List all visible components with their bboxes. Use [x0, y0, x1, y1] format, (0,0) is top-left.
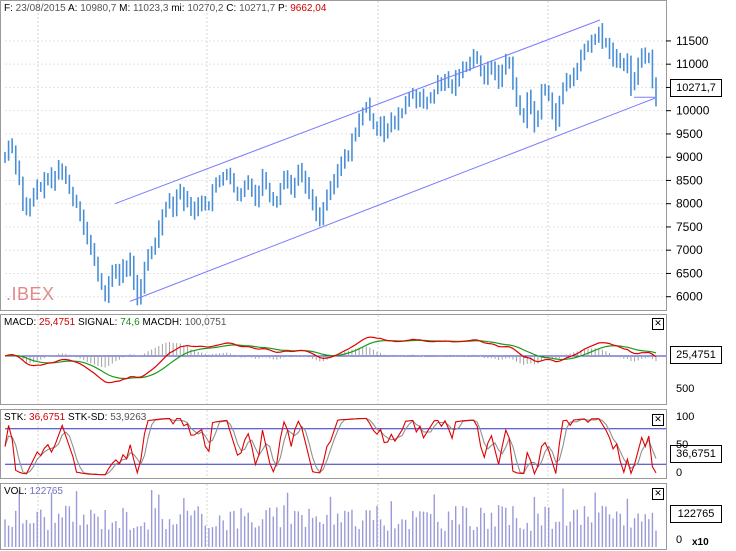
price-tick-label: 7500	[676, 220, 703, 234]
macd-tick-500: 500	[676, 383, 695, 395]
stk-line	[4, 417, 657, 476]
low-label: mi:	[171, 3, 185, 14]
stk-label: STK:	[4, 412, 27, 423]
macd-header: MACD: 25,4751 SIGNAL: 74,6 MACDH: 100,07…	[4, 317, 226, 328]
macd-value: 25,4751	[39, 317, 76, 328]
vol-close-button[interactable]: ✕	[652, 488, 664, 500]
vol-label: VOL:	[4, 486, 27, 497]
symbol-watermark: .IBEX	[6, 284, 55, 304]
stk-tick-100: 100	[676, 411, 695, 423]
vol-tick-0: 0	[676, 534, 683, 546]
price-tag: 10271,7	[670, 79, 722, 97]
high-label: M:	[119, 3, 131, 14]
stk-tick-50: 50	[676, 439, 689, 451]
open-value: 10980,7	[80, 3, 117, 14]
price-tick-label: 8500	[676, 173, 703, 187]
prev-label: P:	[278, 3, 288, 14]
price-tick-label: 11500	[676, 34, 709, 48]
vol-value: 122765	[29, 486, 63, 497]
price-tick-label: 9000	[676, 150, 703, 164]
price-axis-ticks: 6000650070007500800085009000950010000105…	[666, 34, 710, 304]
stk-header: STK: 36,6751 STK-SD: 53,9263	[4, 412, 146, 423]
close-value: 10271,7	[239, 3, 276, 14]
signal-label: SIGNAL:	[77, 317, 118, 328]
low-value: 10270,2	[187, 3, 224, 14]
vol-multiplier: x10	[692, 537, 709, 548]
stk-tag: 36,6751	[670, 445, 722, 463]
signal-line	[4, 339, 657, 380]
price-panel-frame	[0, 0, 667, 311]
grid-lines	[5, 1, 666, 549]
price-tick-label: 6500	[676, 266, 703, 280]
price-tick-label: 11000	[676, 57, 709, 71]
vol-tag: 122765	[670, 505, 722, 523]
channel-upper	[114, 19, 601, 205]
macdh-value: 100,0751	[184, 317, 227, 328]
price-tick-label: 6000	[676, 290, 703, 304]
stochastic-plot	[4, 417, 666, 476]
stk-value: 36,6751	[29, 412, 66, 423]
macd-line	[4, 336, 657, 384]
stksd-label: STK-SD:	[67, 412, 108, 423]
macdh-label: MACDH:	[142, 317, 182, 328]
stk-close-button[interactable]: ✕	[652, 414, 664, 426]
date-value: 23/08/2015	[15, 3, 66, 14]
trend-channel	[114, 19, 656, 302]
close-label: C:	[226, 3, 237, 14]
price-header: F: 23/08/2015 A: 10980,7 M: 11023,3 mi: …	[4, 3, 326, 14]
price-tick-label: 9500	[676, 127, 703, 141]
price-tick-label: 8000	[676, 197, 703, 211]
prev-value: 9662,04	[290, 3, 327, 14]
macd-close-button[interactable]: ✕	[652, 318, 664, 330]
signal-value: 74,6	[120, 317, 140, 328]
high-value: 11023,3	[133, 3, 169, 14]
open-label: A:	[67, 3, 78, 14]
channel-lower	[129, 97, 656, 302]
stk-panel-frame	[0, 409, 667, 479]
date-label: F:	[4, 3, 13, 14]
volume-bars	[4, 488, 657, 547]
price-bars	[4, 23, 657, 306]
macd-plot	[4, 336, 666, 384]
macd-tag: 25,4751	[670, 346, 722, 364]
macd-label: MACD:	[4, 317, 37, 328]
vol-header: VOL: 122765	[4, 486, 63, 497]
price-tick-label: 7000	[676, 243, 703, 257]
stksd-value: 53,9263	[110, 412, 147, 423]
stk-tick-0: 0	[676, 467, 683, 479]
price-tick-label: 10000	[676, 104, 710, 118]
